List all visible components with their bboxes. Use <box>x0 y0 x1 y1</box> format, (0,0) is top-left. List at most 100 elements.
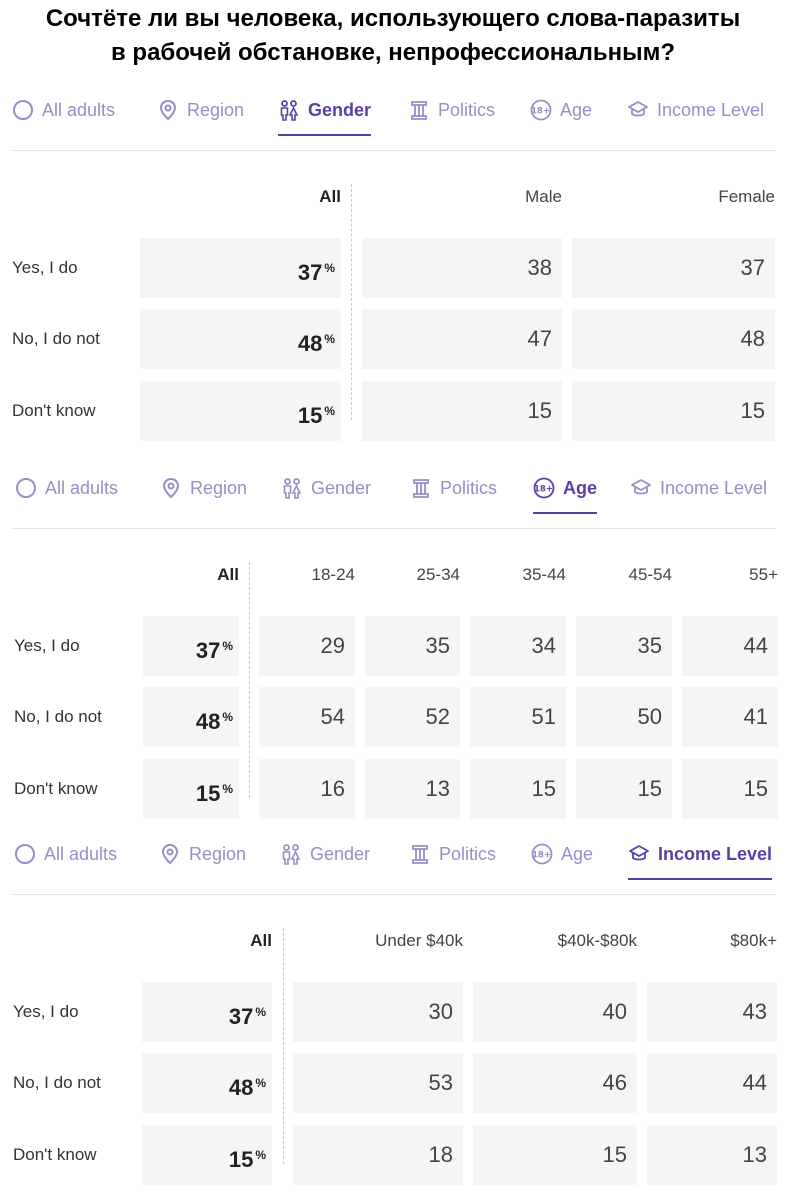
tab-label: Income Level <box>660 477 768 498</box>
age-18-plus-icon: 18+ <box>533 477 555 499</box>
tab-label: Age <box>560 99 593 120</box>
value-cell: 29 <box>259 616 355 676</box>
value-cell: 37 <box>572 238 775 298</box>
tab-age[interactable]: 18+ Age <box>533 468 598 514</box>
value-cell: 18 <box>293 1125 463 1185</box>
all-value-cell: 37% <box>143 616 239 676</box>
tab-age[interactable]: 18+ Age <box>530 90 592 130</box>
divider <box>12 150 776 151</box>
tab-gender[interactable]: Gender <box>278 90 372 136</box>
value-cell: 44 <box>647 1053 777 1113</box>
column-header: $40k-$80k <box>557 931 637 950</box>
row-label: Don't know <box>12 401 96 420</box>
column-header: $80k+ <box>730 931 777 950</box>
column-header: 55+ <box>749 565 778 584</box>
location-pin-icon <box>157 99 179 121</box>
row-label: No, I do not <box>14 707 102 726</box>
value-cell: 30 <box>293 982 463 1042</box>
tab-all-adults[interactable]: All adults <box>14 834 117 874</box>
all-value: 15 <box>195 781 221 806</box>
svg-text:18+: 18+ <box>532 851 551 861</box>
tab-age[interactable]: 18+ Age <box>531 834 593 874</box>
all-column-separator <box>351 184 352 420</box>
tab-label: Income Level <box>657 99 765 120</box>
tab-label: Politics <box>440 477 498 498</box>
row-label: Yes, I do <box>14 636 80 655</box>
tab-income-level[interactable]: Income Level <box>628 834 773 880</box>
column-header: 18-24 <box>311 565 355 584</box>
tab-label: Age <box>561 843 594 864</box>
row-label: Don't know <box>13 1145 97 1164</box>
value-cell: 40 <box>473 982 637 1042</box>
page-title: Сочтёте ли вы человека, использующего сл… <box>0 2 786 70</box>
gender-icon <box>278 99 300 121</box>
percent-sign: % <box>222 639 233 653</box>
crosstab-section-age: All adults Region Gender Politics 18+ Age Inco… <box>0 468 786 828</box>
svg-text:18+: 18+ <box>531 107 550 117</box>
circle-icon <box>15 477 37 499</box>
tab-region[interactable]: Region <box>159 834 246 874</box>
column-header: 35-44 <box>522 565 566 584</box>
value-cell: 53 <box>293 1053 463 1113</box>
all-value: 15 <box>297 403 323 428</box>
percent-sign: % <box>324 332 335 346</box>
value-cell: 16 <box>259 759 355 819</box>
divider <box>12 528 776 529</box>
row-label: Don't know <box>14 779 98 798</box>
tab-label: All adults <box>42 99 116 120</box>
column-header-all: All <box>319 187 341 206</box>
age-18-plus-icon: 18+ <box>531 843 553 865</box>
value-cell: 15 <box>362 381 562 441</box>
tab-label: Politics <box>439 843 497 864</box>
value-cell: 15 <box>470 759 566 819</box>
tab-politics[interactable]: Politics <box>409 834 496 874</box>
all-value-cell: 37% <box>140 238 341 298</box>
all-value: 37 <box>297 260 323 285</box>
value-cell: 13 <box>647 1125 777 1185</box>
tab-label: Income Level <box>658 843 773 864</box>
column-header: 25-34 <box>416 565 460 584</box>
all-value-cell: 15% <box>140 381 341 441</box>
tab-all-adults[interactable]: All adults <box>12 90 115 130</box>
value-cell: 50 <box>576 687 672 747</box>
tab-label: Age <box>563 477 598 498</box>
tab-label: Gender <box>311 477 372 498</box>
tab-gender[interactable]: Gender <box>281 468 371 508</box>
income-level-icon <box>628 843 650 865</box>
tab-income-level[interactable]: Income Level <box>630 468 767 508</box>
column-header: Female <box>718 187 775 206</box>
value-cell: 47 <box>362 309 562 369</box>
value-cell: 35 <box>365 616 460 676</box>
tab-gender[interactable]: Gender <box>280 834 370 874</box>
all-column-separator <box>249 562 250 798</box>
gender-icon <box>281 477 303 499</box>
tab-income-level[interactable]: Income Level <box>627 90 764 130</box>
tab-label: Gender <box>308 99 372 120</box>
all-value-cell: 15% <box>143 759 239 819</box>
breakdown-tabs: All adults Region Gender Politics 18+ Age Inco… <box>0 834 786 880</box>
circle-icon <box>14 843 36 865</box>
tab-all-adults[interactable]: All adults <box>15 468 118 508</box>
tab-region[interactable]: Region <box>157 90 244 130</box>
value-cell: 15 <box>682 759 778 819</box>
value-cell: 52 <box>365 687 460 747</box>
all-value-cell: 48% <box>143 687 239 747</box>
value-cell: 44 <box>682 616 778 676</box>
divider <box>12 894 776 895</box>
location-pin-icon <box>160 477 182 499</box>
all-value: 48 <box>228 1075 254 1100</box>
location-pin-icon <box>159 843 181 865</box>
value-cell: 34 <box>470 616 566 676</box>
value-cell: 35 <box>576 616 672 676</box>
percent-sign: % <box>324 261 335 275</box>
circle-icon <box>12 99 34 121</box>
tab-label: All adults <box>44 843 118 864</box>
tab-politics[interactable]: Politics <box>410 468 497 508</box>
politics-icon <box>410 477 432 499</box>
tab-region[interactable]: Region <box>160 468 247 508</box>
value-cell: 13 <box>365 759 460 819</box>
tab-politics[interactable]: Politics <box>408 90 495 130</box>
gender-icon <box>280 843 302 865</box>
value-cell: 15 <box>572 381 775 441</box>
all-value-cell: 48% <box>140 309 341 369</box>
